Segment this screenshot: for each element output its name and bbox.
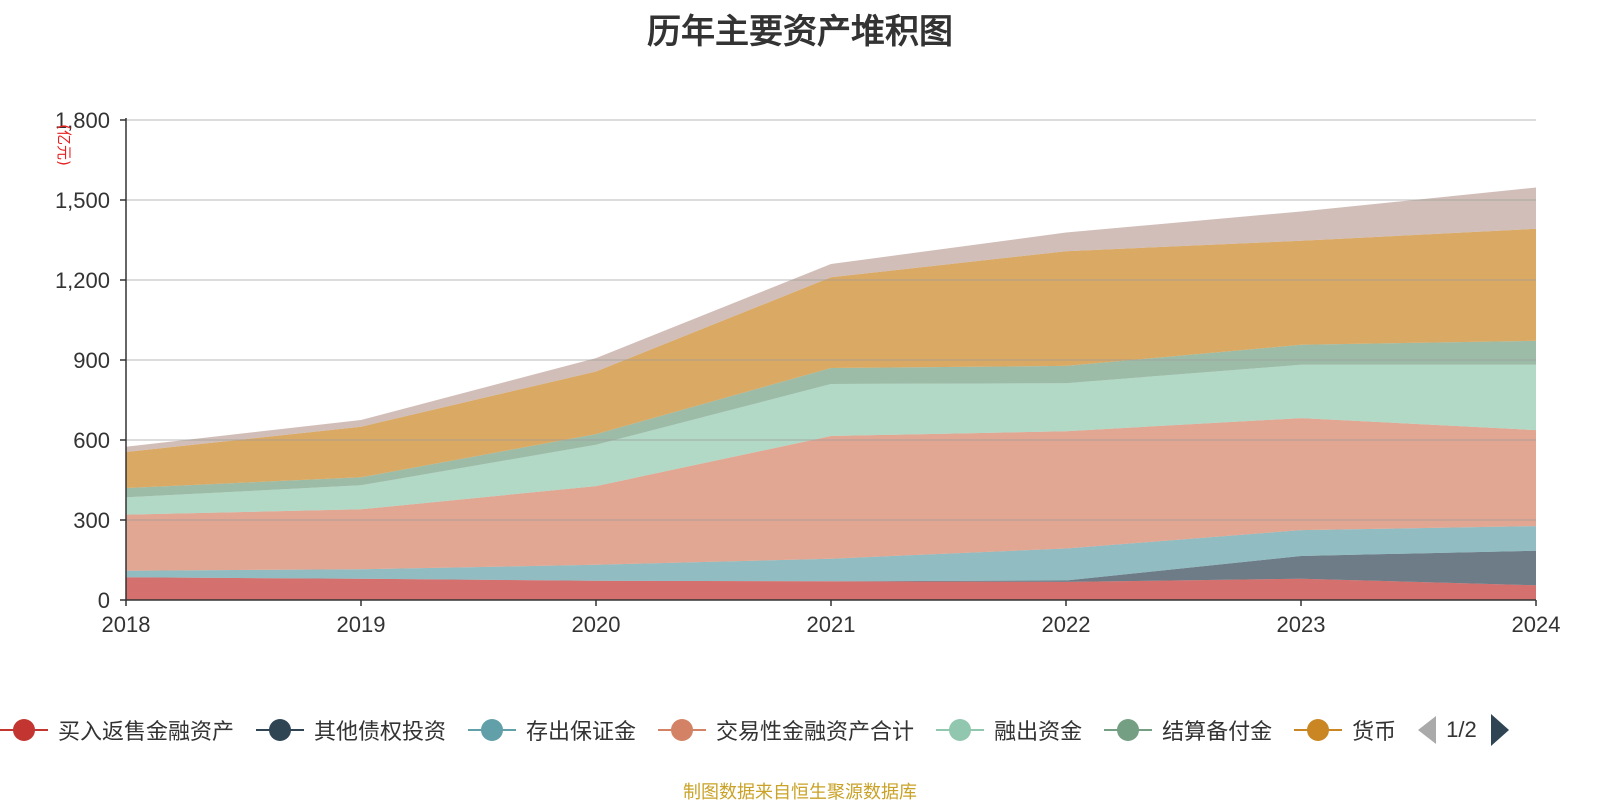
legend-page-indicator: 1/2: [1446, 717, 1477, 742]
legend-label: 融出资金: [994, 719, 1083, 744]
y-axis-unit-label: (亿元): [55, 124, 73, 166]
legend-item-3[interactable]: 交易性金融资产合计: [658, 712, 914, 748]
legend-item-6[interactable]: 货币: [1294, 712, 1396, 748]
y-tick-label-3: 900: [73, 348, 110, 373]
legend-prev-page-icon[interactable]: [1418, 716, 1437, 744]
legend-marker-icon: [658, 718, 707, 742]
legend-label: 交易性金融资产合计: [716, 719, 915, 744]
legend-label: 买入返售金融资产: [58, 719, 235, 744]
area-series-group: [126, 187, 1536, 600]
area-series-5: [126, 340, 1536, 498]
x-tick-label-1: 2019: [337, 612, 386, 637]
area-series-7: [126, 187, 1536, 452]
x-tick-label-4: 2022: [1042, 612, 1091, 637]
legend-label: 存出保证金: [526, 719, 637, 744]
legend-marker-icon: [468, 718, 517, 742]
legend-label: 结算备付金: [1162, 719, 1273, 744]
area-series-2: [126, 526, 1536, 582]
chart-legend: 买入返售金融资产 其他债权投资 存出保证金 交易性金融资产合计 融出资金 结算备付金 货币 1…: [0, 712, 1600, 748]
legend-marker-icon: [256, 718, 305, 742]
y-tick-label-4: 1,200: [55, 268, 110, 293]
legend-item-0[interactable]: 买入返售金融资产: [0, 712, 234, 748]
source-note: 制图数据来自恒生聚源数据库: [683, 782, 917, 802]
y-tick-label-2: 600: [73, 428, 110, 453]
y-tick-label-1: 300: [73, 508, 110, 533]
x-tick-label-6: 2024: [1512, 612, 1561, 637]
legend-marker-icon: [1104, 718, 1153, 742]
legend-marker-icon: [0, 718, 48, 742]
x-tick-label-5: 2023: [1277, 612, 1326, 637]
area-series-4: [126, 364, 1536, 515]
chart-title: 历年主要资产堆积图: [647, 13, 953, 51]
y-tick-label-5: 1,500: [55, 188, 110, 213]
y-tick-label-6: 1,800: [55, 108, 110, 133]
legend-item-1[interactable]: 其他债权投资: [256, 712, 446, 748]
legend-label: 其他债权投资: [314, 719, 447, 744]
area-series-3: [126, 418, 1536, 571]
legend-item-4[interactable]: 融出资金: [936, 712, 1082, 748]
legend-label: 货币: [1352, 719, 1397, 744]
legend-item-5[interactable]: 结算备付金: [1104, 712, 1272, 748]
area-series-1: [126, 550, 1536, 586]
x-tick-label-3: 2021: [807, 612, 856, 637]
area-series-0: [126, 577, 1536, 600]
area-series-6: [126, 228, 1536, 489]
x-tick-label-2: 2020: [572, 612, 621, 637]
legend-item-2[interactable]: 存出保证金: [468, 712, 636, 748]
legend-marker-icon: [1294, 718, 1343, 742]
legend-next-page-icon[interactable]: [1490, 714, 1509, 746]
legend-marker-icon: [936, 718, 985, 742]
x-tick-label-0: 2018: [102, 612, 151, 637]
y-tick-label-0: 0: [98, 588, 110, 613]
legend-pager: 1/2: [1418, 714, 1509, 746]
